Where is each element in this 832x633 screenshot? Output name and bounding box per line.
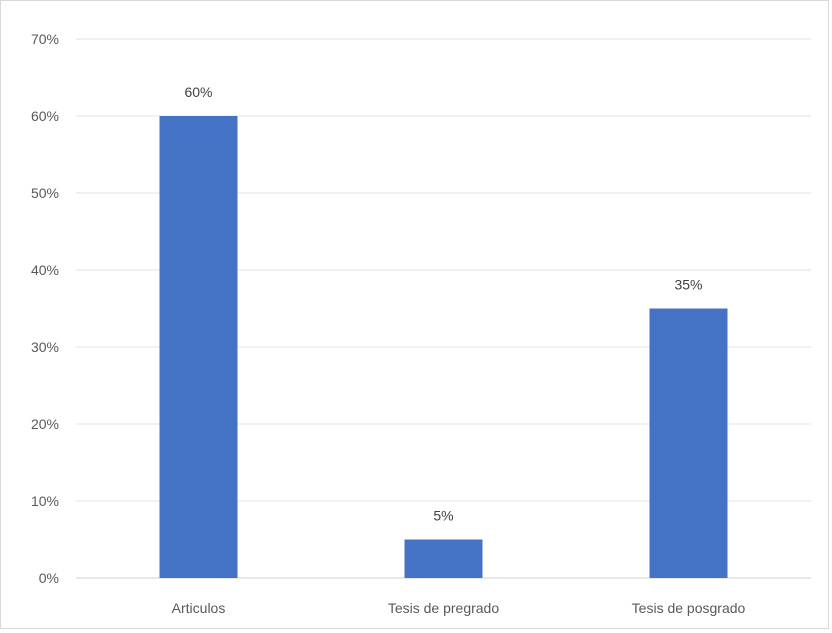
y-tick-label: 20%: [31, 416, 59, 432]
y-tick-label: 0%: [39, 570, 59, 586]
y-tick-label: 70%: [31, 31, 59, 47]
y-tick-label: 40%: [31, 262, 59, 278]
data-label: 5%: [433, 508, 453, 524]
x-category-label: Tesis de posgrado: [632, 600, 746, 616]
x-category-label: Articulos: [172, 600, 226, 616]
x-axis-categories: Articulos Tesis de pregrado Tesis de posgr…: [172, 600, 746, 616]
y-tick-label: 30%: [31, 339, 59, 355]
bar: [649, 308, 728, 578]
data-label: 35%: [674, 277, 702, 293]
y-axis-ticks: 0% 10% 20% 30% 40% 50% 60% 70%: [31, 31, 59, 586]
y-tick-label: 60%: [31, 108, 59, 124]
bar: [159, 116, 238, 578]
y-tick-label: 10%: [31, 493, 59, 509]
bars: [159, 116, 728, 578]
data-labels: 60% 5% 35%: [184, 84, 702, 524]
data-label: 60%: [184, 84, 212, 100]
y-tick-label: 50%: [31, 185, 59, 201]
bar: [404, 539, 483, 578]
x-category-label: Tesis de pregrado: [388, 600, 500, 616]
